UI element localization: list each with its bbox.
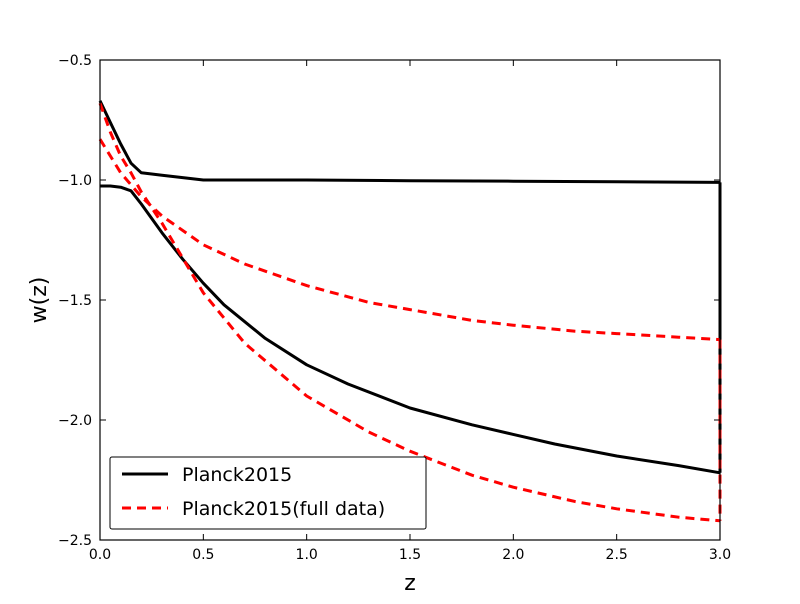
series-line-planck2015-full-data-2 bbox=[98, 102, 721, 523]
legend-box bbox=[109, 456, 427, 530]
y-tick-label: −0.5 bbox=[58, 53, 92, 69]
legend-label-planck2015-full-data: Planck2015(full data) bbox=[182, 498, 385, 520]
x-tick-label: 3.0 bbox=[709, 547, 731, 563]
tick-layer: 0.0 0.5 1.0 1.5 2.0 2.5 3.0 −0.5 −1.0 −1.5 −2.0 −2.… bbox=[58, 53, 731, 563]
y-tick-label: −1.5 bbox=[58, 293, 92, 309]
y-axis-label: w(z) bbox=[27, 277, 52, 324]
y-tick-label: −2.5 bbox=[58, 533, 92, 549]
y-tick-label: −2.0 bbox=[58, 413, 92, 429]
series-line-planck2015-2 bbox=[100, 184, 721, 475]
series-line-planck2015-0 bbox=[98, 100, 721, 184]
x-tick-label: 0.5 bbox=[192, 547, 214, 563]
y-tick-label: −1.0 bbox=[58, 173, 92, 189]
legend-label-planck2015: Planck2015 bbox=[182, 464, 292, 486]
legend: Planck2015 Planck2015(full data) bbox=[109, 456, 427, 530]
x-tick-label: 1.0 bbox=[296, 547, 318, 563]
x-tick-label: 2.5 bbox=[606, 547, 628, 563]
x-axis-label: z bbox=[404, 571, 416, 596]
x-tick-label: 1.5 bbox=[399, 547, 421, 563]
x-tick-label: 2.0 bbox=[502, 547, 524, 563]
x-tick-label: 0.0 bbox=[89, 547, 111, 563]
